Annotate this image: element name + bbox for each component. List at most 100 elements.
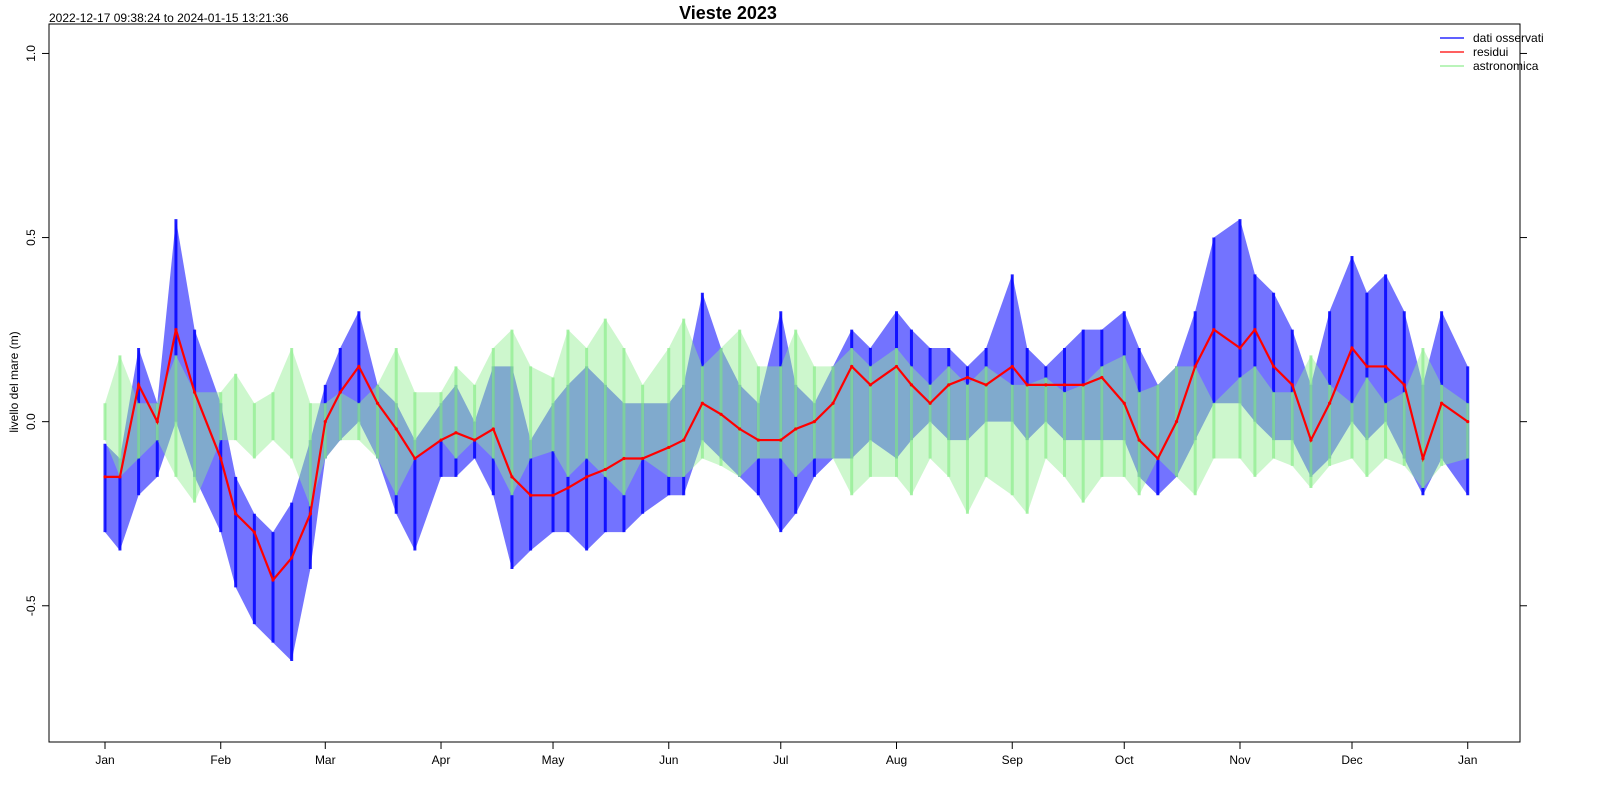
envelope-band-astronomica (493, 329, 512, 496)
x-tick-label: Jun (659, 753, 678, 767)
envelope-band-astronomica (105, 355, 120, 477)
envelope-band-astronomica (1422, 348, 1442, 488)
point-residui (394, 427, 398, 431)
point-residui (1253, 328, 1257, 332)
envelope-band-astronomica (254, 392, 274, 459)
x-tick-label: Jan (95, 753, 114, 767)
series-astronomica (103, 318, 1470, 514)
envelope-band-dati-osservati (493, 366, 512, 569)
point-residui (928, 401, 932, 405)
envelope-band-astronomica (1254, 366, 1274, 477)
point-residui (667, 445, 671, 450)
envelope-band-dati-osservati (683, 292, 703, 496)
point-residui (1309, 438, 1313, 442)
point-residui (947, 383, 951, 387)
envelope-band-dati-osservati (567, 366, 587, 551)
point-residui (1350, 346, 1354, 350)
point-residui (219, 456, 223, 461)
envelope-band-dati-osservati (1101, 311, 1125, 441)
envelope-band-dati-osservati (896, 311, 912, 459)
x-tick-label: Aug (886, 753, 907, 767)
envelope-band-astronomica (1124, 355, 1140, 496)
envelope-band-dati-osservati (175, 219, 195, 477)
point-residui (454, 431, 458, 435)
envelope-band-astronomica (702, 348, 722, 466)
point-residui (413, 456, 417, 461)
envelope-band-dati-osservati (1366, 274, 1386, 441)
envelope-band-dati-osservati (511, 366, 531, 569)
envelope-band-dati-osservati (1195, 237, 1214, 441)
envelope-band-astronomica (1273, 392, 1293, 466)
envelope-band-astronomica (1239, 366, 1255, 477)
envelope-band-astronomica (1195, 366, 1214, 496)
point-residui (1466, 420, 1470, 424)
chart-title: Vieste 2023 (679, 3, 777, 23)
envelope-band-astronomica (273, 348, 292, 459)
envelope-band-astronomica (870, 348, 897, 477)
x-tick-label: Sep (1002, 753, 1024, 767)
envelope-band-astronomica (1083, 366, 1102, 503)
envelope-band-dati-osservati (325, 348, 341, 459)
point-residui (812, 420, 816, 424)
envelope-band-astronomica (530, 366, 554, 459)
envelope-band-dati-osservati (530, 403, 554, 551)
point-residui (308, 512, 312, 516)
point-residui (1137, 438, 1141, 442)
envelope-band-dati-osservati (948, 348, 968, 441)
envelope-band-astronomica (119, 355, 139, 477)
envelope-band-astronomica (1045, 377, 1065, 477)
envelope-band-astronomica (396, 348, 415, 496)
envelope-band-dati-osservati (605, 384, 624, 533)
envelope-band-dati-osservati (1422, 311, 1442, 496)
envelope-band-dati-osservati (220, 403, 236, 588)
envelope-band-dati-osservati (291, 440, 311, 661)
point-residui (1290, 383, 1294, 387)
legend-label-residui: residui (1473, 45, 1508, 59)
envelope-band-astronomica (1139, 384, 1158, 496)
envelope-band-dati-osservati (1404, 311, 1423, 496)
envelope-band-dati-osservati (967, 348, 987, 441)
x-tick-label: Dec (1341, 753, 1362, 767)
envelope-band-astronomica (721, 329, 740, 477)
envelope-band-astronomica (851, 348, 871, 496)
point-residui (1174, 420, 1179, 424)
envelope-band-astronomica (358, 384, 378, 459)
envelope-band-astronomica (194, 392, 221, 503)
point-residui (1010, 364, 1014, 369)
envelope-band-dati-osservati (138, 348, 158, 496)
envelope-band-dati-osservati (1329, 255, 1352, 459)
envelope-band-dati-osservati (721, 348, 740, 477)
envelope-band-astronomica (325, 392, 341, 459)
envelope-band-astronomica (1101, 355, 1125, 477)
point-residui (894, 364, 899, 369)
envelope-band-dati-osservati (1292, 329, 1311, 477)
envelope-band-astronomica (683, 318, 703, 477)
point-residui (234, 512, 238, 516)
envelope-band-astronomica (586, 318, 606, 477)
point-residui (439, 438, 443, 442)
envelope-band-dati-osservati (702, 292, 722, 459)
legend-label-astronomica: astronomica (1473, 59, 1539, 73)
envelope-band-astronomica (642, 348, 669, 477)
envelope-band-dati-osservati (157, 219, 176, 477)
point-residui (794, 427, 798, 431)
point-residui (323, 420, 327, 424)
envelope-band-dati-osservati (1012, 274, 1028, 441)
envelope-band-dati-osservati (1124, 311, 1140, 477)
envelope-band-astronomica (175, 355, 195, 503)
point-residui (375, 401, 380, 405)
envelope-band-dati-osservati (780, 311, 796, 533)
point-residui (473, 438, 477, 442)
plot-frame (48, 23, 1521, 743)
envelope-band-astronomica (795, 329, 815, 477)
envelope-band-dati-osservati (623, 403, 643, 533)
envelope-band-dati-osservati (851, 329, 871, 459)
point-residui (1156, 456, 1160, 461)
envelope-band-astronomica (986, 366, 1013, 496)
envelope-band-astronomica (340, 392, 359, 441)
series-layer (103, 219, 1470, 661)
y-tick-label: 0.5 (24, 229, 38, 246)
envelope-band-dati-osservati (1045, 348, 1065, 441)
point-residui (1439, 401, 1444, 405)
